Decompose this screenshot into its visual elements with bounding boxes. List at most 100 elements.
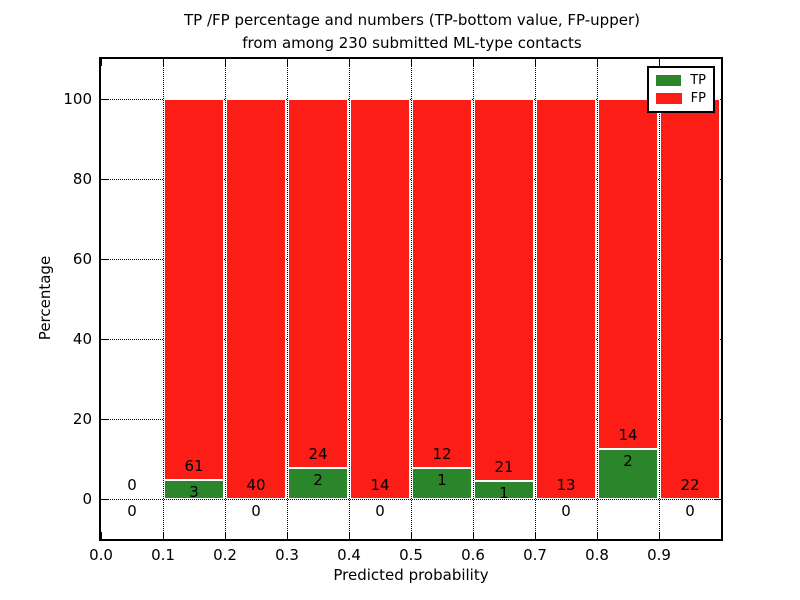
y-tick-mark [101,98,108,100]
fp-count-label: 12 [432,445,452,464]
fp-count-label: 14 [618,426,638,444]
fp-bar [474,99,534,481]
fp-bar [536,99,596,499]
x-tick-mark-top [410,59,412,66]
chart-title: TP /FP percentage and numbers (TP-bottom… [100,9,724,55]
legend: TP FP [647,66,715,113]
x-tick-mark [596,532,598,539]
chart-title-line1: TP /FP percentage and numbers (TP-bottom… [184,11,640,29]
tp-legend-swatch [656,75,682,87]
fp-bar [660,99,720,499]
fp-count-label: 13 [556,476,576,494]
fp-bar [226,99,286,499]
tp-bar [412,468,472,499]
x-tick-mark-top [348,59,350,66]
tp-count-label: 1 [437,471,447,490]
vertical-gridline [659,59,660,539]
vertical-gridline [287,59,288,539]
fp-count-label: 0 [127,476,137,494]
x-tick-mark [472,532,474,539]
x-tick-label: 0.7 [523,546,547,564]
x-tick-label: 0.1 [151,546,175,564]
fp-bar [288,99,348,469]
tp-bar [288,468,348,499]
chart-title-line2: from among 230 submitted ML-type contact… [242,34,582,52]
vertical-gridline [349,59,350,539]
x-tick-label: 0.0 [89,546,113,564]
fp-count-label: 14 [370,476,390,494]
tp-count-label: 3 [189,483,199,502]
fp-legend-label: FP [690,90,706,106]
y-tick-label: 40 [72,330,92,348]
fp-legend-swatch [656,92,682,104]
x-tick-mark [410,532,412,539]
x-tick-label: 0.5 [399,546,423,564]
x-tick-mark-top [101,59,102,66]
x-tick-label: 0.8 [585,546,609,564]
vertical-gridline [535,59,536,539]
y-tick-mark [101,178,108,180]
tp-count-label: 0 [685,502,695,520]
fp-bar [598,99,658,449]
x-axis-label: Predicted probability [333,566,489,584]
x-tick-mark [658,532,660,539]
x-tick-mark-top [224,59,226,66]
tp-bar [164,480,224,499]
y-tick-mark [101,498,108,500]
fp-bar [412,99,472,469]
tp-count-label: 0 [251,502,261,520]
vertical-gridline [597,59,598,539]
x-tick-label: 0.9 [647,546,671,564]
plot-area: 0 0 61 3 40 0 24 2 14 0 12 1 21 1 13 0 14 2 22 0 [99,57,723,541]
x-tick-mark [286,532,288,539]
y-tick-mark-right [714,498,721,500]
x-tick-mark-top [658,59,660,66]
y-tick-mark [101,418,108,420]
x-tick-mark-top [534,59,536,66]
tp-legend-label: TP [690,73,706,89]
vertical-gridline [163,59,164,539]
legend-item-tp: TP [656,74,706,87]
tp-bar [474,480,534,499]
fp-bar [164,99,224,481]
vertical-gridline [225,59,226,539]
fp-count-label: 22 [680,476,700,494]
tp-count-label: 0 [127,502,137,520]
y-tick-label: 20 [72,410,92,428]
legend-item-fp: FP [656,92,706,105]
fp-bar [350,99,410,499]
vertical-gridline [473,59,474,539]
x-tick-mark [224,532,226,539]
x-tick-mark [162,532,164,539]
x-tick-mark [101,532,102,539]
y-tick-mark [101,338,108,340]
fp-count-label: 24 [308,445,328,464]
tp-bar [598,449,658,499]
fp-count-label: 61 [184,457,204,476]
vertical-gridline [411,59,412,539]
y-tick-mark [101,258,108,260]
x-tick-label: 0.2 [213,546,237,564]
x-tick-mark-top [472,59,474,66]
x-tick-mark-top [162,59,164,66]
y-tick-label: 100 [63,90,92,108]
tp-count-label: 0 [375,502,385,520]
x-tick-mark-top [286,59,288,66]
x-tick-label: 0.4 [337,546,361,564]
x-tick-label: 0.3 [275,546,299,564]
x-tick-label: 0.6 [461,546,485,564]
y-tick-label: 80 [72,170,92,188]
x-tick-mark-top [596,59,598,66]
tp-count-label: 2 [313,471,323,490]
tp-count-label: 2 [623,452,633,470]
fp-count-label: 40 [246,476,266,494]
y-tick-label: 60 [72,250,92,268]
tp-count-label: 1 [499,483,509,502]
y-tick-label: 0 [82,490,92,508]
y-axis-label: Percentage [36,255,54,341]
x-tick-mark [534,532,536,539]
x-tick-mark [348,532,350,539]
fp-count-label: 21 [494,457,514,476]
tp-count-label: 0 [561,502,571,520]
